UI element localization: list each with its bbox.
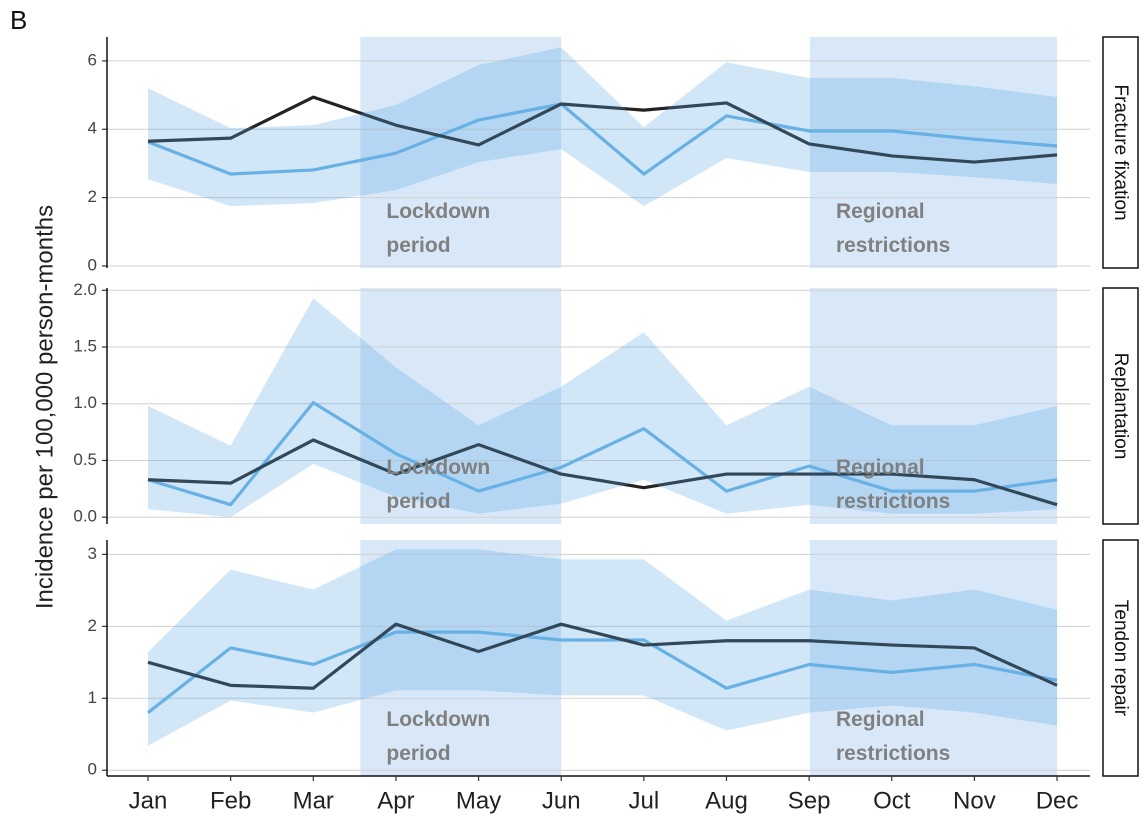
facet-label: Fracture fixation bbox=[1110, 84, 1131, 220]
shaded-period bbox=[809, 37, 1058, 268]
x-tick-label: Mar bbox=[293, 787, 334, 814]
facet-strip bbox=[1102, 36, 1139, 269]
panel-label: B bbox=[10, 5, 27, 35]
y-tick-label: 2 bbox=[88, 187, 97, 206]
x-tick-label: Jun bbox=[542, 787, 581, 814]
y-tick-label: 0 bbox=[88, 760, 97, 779]
y-tick-label: 6 bbox=[88, 50, 97, 69]
span-label: Regional bbox=[836, 456, 925, 479]
shaded-period bbox=[360, 540, 562, 776]
series-line bbox=[147, 622, 1058, 690]
series-line bbox=[147, 102, 1058, 176]
x-tick-label: Feb bbox=[210, 787, 251, 814]
span-label: restrictions bbox=[836, 742, 950, 765]
span-label: restrictions bbox=[836, 234, 950, 257]
confidence-band bbox=[148, 549, 1058, 746]
y-tick-label: 0.5 bbox=[73, 450, 97, 469]
span-label: Lockdown bbox=[386, 708, 490, 731]
y-tick-label: 1 bbox=[88, 688, 97, 707]
facet-label: Replantation bbox=[1110, 353, 1131, 460]
span-label: Regional bbox=[836, 200, 925, 223]
confidence-band bbox=[148, 298, 1058, 518]
shaded-period bbox=[809, 540, 1058, 776]
x-tick-label: Nov bbox=[953, 787, 996, 814]
span-label: period bbox=[386, 742, 450, 765]
x-tick-label: Jan bbox=[129, 787, 168, 814]
x-tick-label: Dec bbox=[1036, 787, 1079, 814]
span-label: Regional bbox=[836, 708, 925, 731]
y-tick-label: 2 bbox=[88, 616, 97, 635]
span-label: period bbox=[386, 234, 450, 257]
series-line bbox=[147, 630, 1058, 714]
facet-strip bbox=[1102, 539, 1139, 777]
y-tick-label: 1.0 bbox=[73, 393, 97, 412]
y-axis-label: Incidence per 100,000 person-months bbox=[31, 205, 58, 609]
x-tick-label: Sep bbox=[788, 787, 831, 814]
span-label: restrictions bbox=[836, 490, 950, 513]
series-line bbox=[147, 400, 1058, 507]
y-tick-label: 2.0 bbox=[73, 280, 97, 299]
span-label: period bbox=[386, 490, 450, 513]
y-tick-label: 4 bbox=[88, 119, 97, 138]
x-tick-label: Apr bbox=[377, 787, 414, 814]
series-line bbox=[147, 438, 1058, 507]
y-tick-label: 3 bbox=[88, 544, 97, 563]
y-tick-label: 1.5 bbox=[73, 336, 97, 355]
facet-label: Tendon repair bbox=[1110, 600, 1131, 717]
x-tick-label: May bbox=[456, 787, 501, 814]
x-tick-label: Jul bbox=[628, 787, 659, 814]
y-tick-label: 0 bbox=[88, 255, 97, 274]
series-line bbox=[147, 95, 1058, 164]
x-tick-label: Oct bbox=[873, 787, 911, 814]
y-tick-label: 0.0 bbox=[73, 507, 97, 526]
span-label: Lockdown bbox=[386, 456, 490, 479]
facet-strip bbox=[1102, 287, 1139, 525]
confidence-band bbox=[148, 47, 1058, 207]
x-tick-label: Aug bbox=[705, 787, 748, 814]
span-label: Lockdown bbox=[386, 200, 490, 223]
